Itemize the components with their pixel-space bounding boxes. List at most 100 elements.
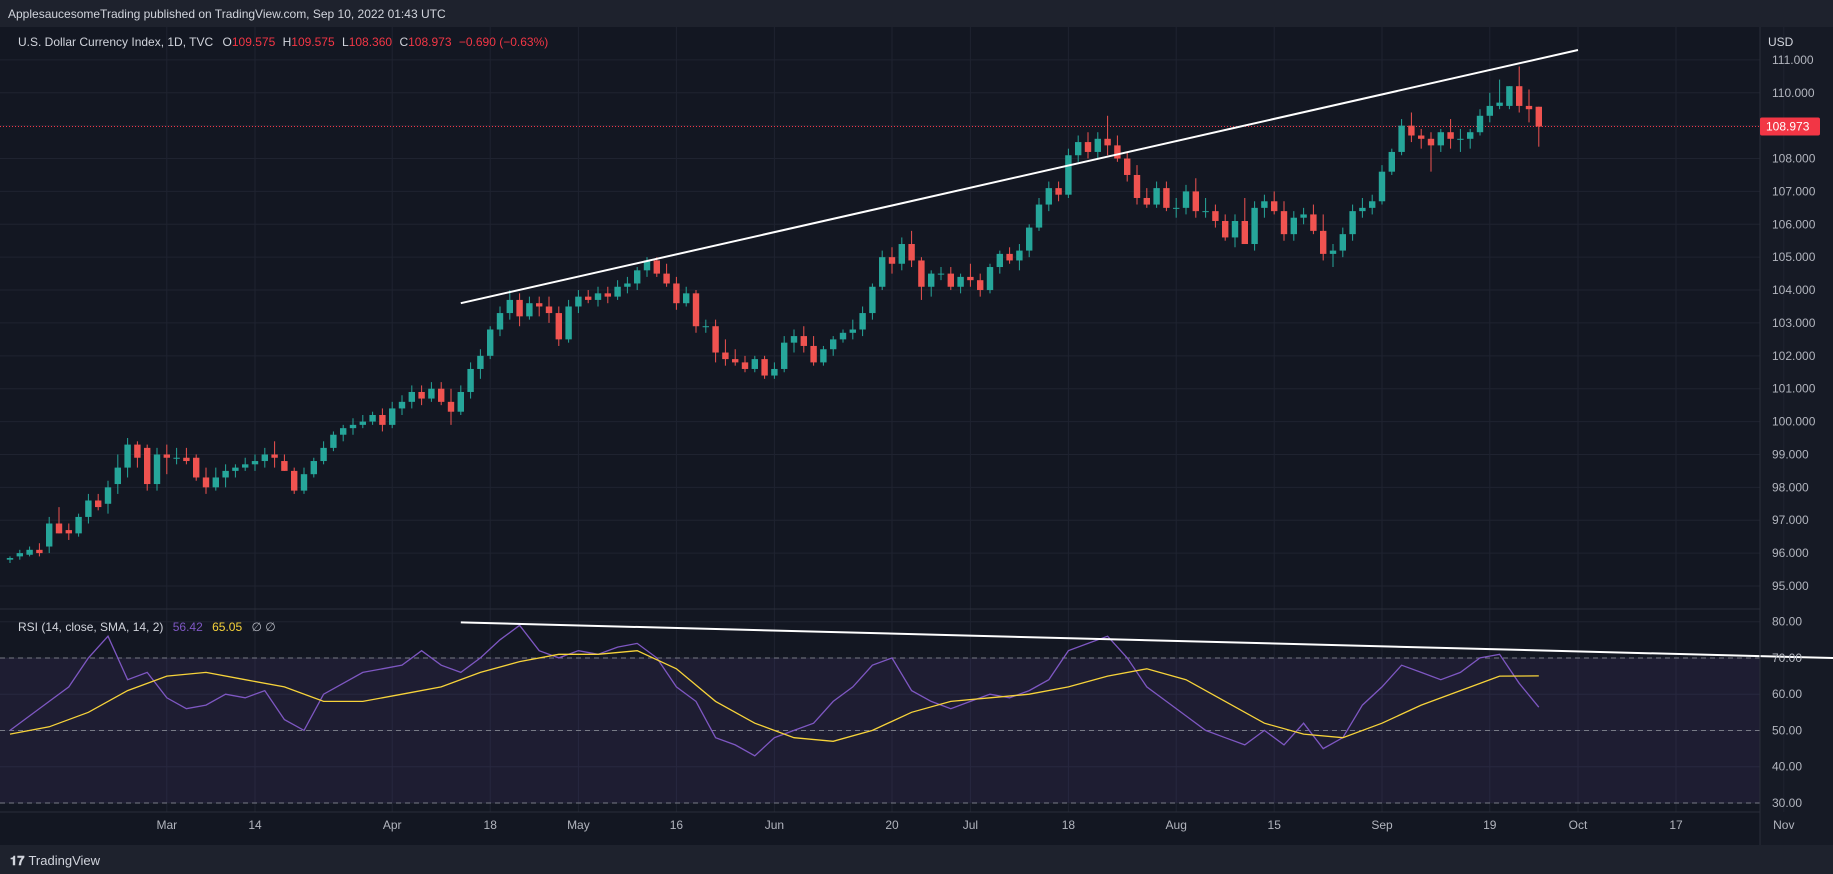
candle xyxy=(614,280,621,300)
candle-body xyxy=(751,359,758,369)
candle-body xyxy=(173,457,180,459)
candle-body xyxy=(1398,125,1405,152)
price-tick-label: 99.000 xyxy=(1772,447,1809,461)
candle-body xyxy=(1300,214,1307,218)
rsi-axis[interactable]: 30.00 40.00 50.00 60.00 70.00 80.00 xyxy=(1772,615,1802,810)
candle xyxy=(1261,194,1268,218)
candle-body xyxy=(408,391,415,402)
candle xyxy=(1535,106,1542,147)
candle xyxy=(624,276,631,294)
candle xyxy=(1055,181,1062,202)
candle xyxy=(526,296,533,320)
candle xyxy=(879,250,886,291)
candle xyxy=(996,250,1003,274)
publish-header: ApplesaucesomeTrading published on Tradi… xyxy=(0,0,1833,27)
candle-body xyxy=(663,273,670,284)
candle xyxy=(1359,197,1366,218)
time-axis[interactable]: Mar 14 Apr 18 May 16 Jun 20 Jul 18 Aug 15 Sep 19 Oct 17… xyxy=(156,818,1833,832)
candle-body xyxy=(653,260,660,274)
candle-body xyxy=(1476,115,1484,133)
candle-body xyxy=(300,474,308,491)
candle xyxy=(761,355,768,379)
time-tick-label: Apr xyxy=(383,818,402,832)
candle-body xyxy=(977,280,984,291)
candle-body xyxy=(163,454,170,458)
candle-body xyxy=(741,362,749,369)
rsi-tick-label: 80.00 xyxy=(1772,615,1802,629)
candle-body xyxy=(1094,138,1101,152)
candle xyxy=(1525,89,1533,123)
candle-body xyxy=(26,549,33,555)
candle-body xyxy=(839,332,847,340)
candle xyxy=(251,454,259,471)
candle-body xyxy=(95,500,102,508)
candle-body xyxy=(781,342,788,369)
candle-body xyxy=(1163,188,1170,208)
candle-body xyxy=(594,293,602,300)
rsi-trendline[interactable] xyxy=(460,621,1833,661)
candle xyxy=(114,454,121,494)
candle xyxy=(457,385,464,415)
candle xyxy=(1104,115,1111,156)
candle-body xyxy=(349,424,357,429)
time-tick-label: 15 xyxy=(1268,818,1282,832)
candle xyxy=(663,263,670,287)
candle xyxy=(712,319,719,363)
candle-body xyxy=(790,336,798,343)
candle-body xyxy=(1349,211,1356,235)
candle-body xyxy=(1506,86,1513,106)
tv-logo-icon: 𝟏𝟕 xyxy=(10,853,25,868)
candle xyxy=(1320,214,1327,261)
price-trendline[interactable] xyxy=(460,49,1579,305)
rsi-line[interactable] xyxy=(9,624,1540,757)
candle-body xyxy=(545,306,553,314)
candle-body xyxy=(36,549,43,554)
close-value: 108.973 xyxy=(408,35,452,49)
last-price-tag: 108.973 xyxy=(1760,117,1820,136)
candle xyxy=(389,401,396,429)
candle xyxy=(320,441,327,465)
candle-body xyxy=(986,267,994,291)
price-axis[interactable]: 95.000 96.000 97.000 98.000 99.000 100.000 101… xyxy=(1772,53,1816,593)
candle xyxy=(36,543,43,557)
candle xyxy=(604,286,611,304)
candle xyxy=(653,257,660,277)
candle xyxy=(1065,148,1072,198)
candle xyxy=(839,329,847,343)
candle-body xyxy=(1173,207,1180,209)
candle xyxy=(418,385,425,406)
candle xyxy=(202,467,210,494)
candle xyxy=(957,273,964,294)
time-tick-label: Jul xyxy=(963,818,978,832)
rsi-legend[interactable]: RSI (14, close, SMA, 14, 2) 56.42 65.05 … xyxy=(18,620,276,634)
candle xyxy=(1310,204,1317,235)
time-tick-label: 20 xyxy=(885,818,899,832)
currency-label[interactable]: USD xyxy=(1768,35,1794,49)
candle-body xyxy=(1114,145,1121,159)
candle-body xyxy=(1026,227,1033,251)
price-tick-label: 101.000 xyxy=(1772,382,1816,396)
candle xyxy=(1349,204,1356,241)
rsi-ma-line[interactable] xyxy=(9,650,1539,742)
candle xyxy=(1124,151,1131,182)
candle-body xyxy=(65,530,72,534)
grid-lines xyxy=(0,27,1785,812)
candlestick-series[interactable] xyxy=(6,66,1542,563)
candle xyxy=(732,349,739,366)
candle xyxy=(673,276,680,310)
series-legend[interactable]: U.S. Dollar Currency Index, 1D, TVC O109… xyxy=(18,35,548,49)
candle-body xyxy=(85,500,92,517)
candle xyxy=(1016,244,1023,271)
candle-body xyxy=(800,336,807,346)
tradingview-logo[interactable]: 𝟏𝟕 TradingView xyxy=(10,853,100,869)
chart-canvas[interactable]: 95.000 96.000 97.000 98.000 99.000 100.000 101… xyxy=(0,0,1833,845)
candle xyxy=(428,382,435,402)
candle-body xyxy=(1408,125,1415,136)
candle xyxy=(1398,119,1405,156)
rsi-tick-label: 30.00 xyxy=(1772,796,1802,810)
candle xyxy=(1251,201,1258,251)
candle-body xyxy=(702,326,709,328)
candle xyxy=(1378,165,1386,205)
candle xyxy=(1182,184,1190,215)
candle-body xyxy=(1035,204,1043,228)
